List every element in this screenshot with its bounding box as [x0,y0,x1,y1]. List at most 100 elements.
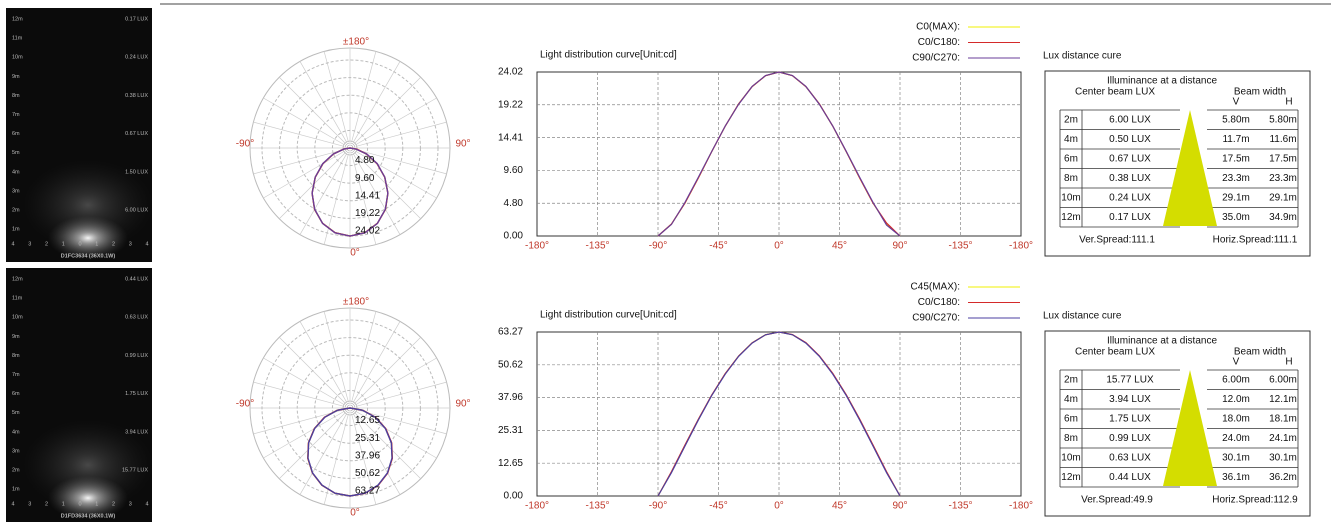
lux-cell: 0.50 LUX [1109,134,1151,145]
x-tick-label: -90° [649,241,667,252]
polar-ring-label: 37.96 [355,450,380,461]
polar-spoke [351,153,377,245]
x-tick-label: -90° [649,501,667,512]
lux-cell: 4m [1064,134,1078,145]
distance-x-label: 0 [78,501,81,507]
lux-heading: Illuminance at a distance [1107,76,1218,87]
lux-cell: 17.5m [1222,153,1250,164]
polar-top: ±180° [343,37,369,48]
polar-spoke [253,121,345,147]
lux-beam-label: Beam width [1234,347,1286,358]
polar-spoke [279,411,347,479]
lux-v-label: V [1233,97,1240,108]
lux-cell: 17.5m [1269,153,1297,164]
polar-spoke [355,357,437,406]
polar-curve [311,147,389,237]
polar-spoke [355,409,447,435]
polar-ring-label: 25.31 [355,433,380,444]
lux-cell: 24.0m [1222,433,1250,444]
polar-ring [279,77,421,219]
y-tick-label: 0.00 [504,491,524,502]
beam-triangle [1163,110,1217,226]
distance-label: 5m [12,410,20,416]
lux-h-label: H [1285,97,1292,108]
lux-cell: 12m [1061,212,1080,223]
lux-cell: 30.1m [1269,452,1297,463]
x-tick-label: -45° [709,501,727,512]
polar-spoke [279,151,347,219]
distance-x-label: 4 [11,501,14,507]
distance-x-label: 4 [11,241,14,247]
distance-x-label: 3 [129,501,132,507]
polar-left: -90° [236,139,254,150]
polar-ring [314,112,386,184]
polar-curve [307,407,393,497]
lux-cell: 3.94 LUX [1109,394,1151,405]
y-tick-label: 37.96 [498,392,523,403]
distance-x-label: 2 [45,501,48,507]
lux-cell: 8m [1064,173,1078,184]
distance-label: 2m [12,467,20,473]
lux-cell: 23.3m [1222,173,1250,184]
polar-spoke [323,311,349,403]
lux-cell: 0.44 LUX [1109,472,1151,483]
lux-cell: 0.63 LUX [1109,452,1151,463]
lux-cell: 0.38 LUX [1109,173,1151,184]
y-tick-label: 14.41 [498,132,523,143]
legend-label: C90/C270: [912,53,960,64]
polar-ring [331,389,369,427]
polar-spoke [353,337,421,405]
polar-top: ±180° [343,297,369,308]
polar-ring-label: 50.62 [355,468,380,479]
y-tick-label: 19.22 [498,99,523,110]
distance-x-label: 4 [145,241,148,247]
lux-label: 0.63 LUX [125,315,148,321]
distance-label: 2m [12,207,20,213]
polar-spoke [323,51,349,143]
polar-hub [342,140,358,156]
lux-cell: 5.80m [1222,114,1250,125]
distance-x-label: 1 [62,501,65,507]
distance-label: 3m [12,448,20,454]
lux-center-label: Center beam LUX [1075,87,1155,98]
polar-ring-label: 4.80 [355,155,375,166]
lux-label: 0.38 LUX [125,93,148,99]
lux-cell: 10m [1061,452,1080,463]
product-name: D1FC3634 (36X0.1W) [61,253,116,259]
lux-label: 6.00 LUX [125,207,148,213]
curve-line [657,71,901,237]
lux-label: 1.75 LUX [125,391,148,397]
lux-cell: 8m [1064,433,1078,444]
lux-label: 0.44 LUX [125,276,148,282]
distance-x-label: 2 [45,241,48,247]
chart-title: Light distribution curve[Unit:cd] [540,50,677,61]
lux-label: 0.17 LUX [125,16,148,22]
polar-hub [344,402,356,414]
polar-left: -90° [236,399,254,410]
x-tick-label: -180° [1009,501,1033,512]
distance-label: 4m [12,429,20,435]
y-tick-label: 25.31 [498,425,523,436]
horiz-spread: Horiz.Spread:111.1 [1213,235,1298,246]
lux-cell: 10m [1061,192,1080,203]
lux-cell: 11.7m [1222,134,1249,145]
distance-label: 5m [12,150,20,156]
polar-spoke [355,149,447,175]
lux-cell: 6.00m [1222,374,1250,385]
distance-x-label: 1 [95,501,98,507]
lux-cell: 36.1m [1222,472,1250,483]
lux-label: 1.50 LUX [125,169,148,175]
lux-label: 15.77 LUX [122,467,148,473]
distance-label: 6m [12,391,20,397]
x-tick-label: 45° [832,241,847,252]
polar-bottom: 0° [350,508,360,519]
x-tick-label: 45° [832,501,847,512]
polar-ring [296,354,404,462]
polar-right: 90° [455,399,470,410]
lux-heading: Illuminance at a distance [1107,336,1218,347]
x-tick-label: -180° [525,501,549,512]
legend-label: C90/C270: [912,313,960,324]
lux-cell: 24.1m [1269,433,1297,444]
lux-cell: 15.77 LUX [1106,374,1154,385]
x-tick-label: -135° [948,501,972,512]
